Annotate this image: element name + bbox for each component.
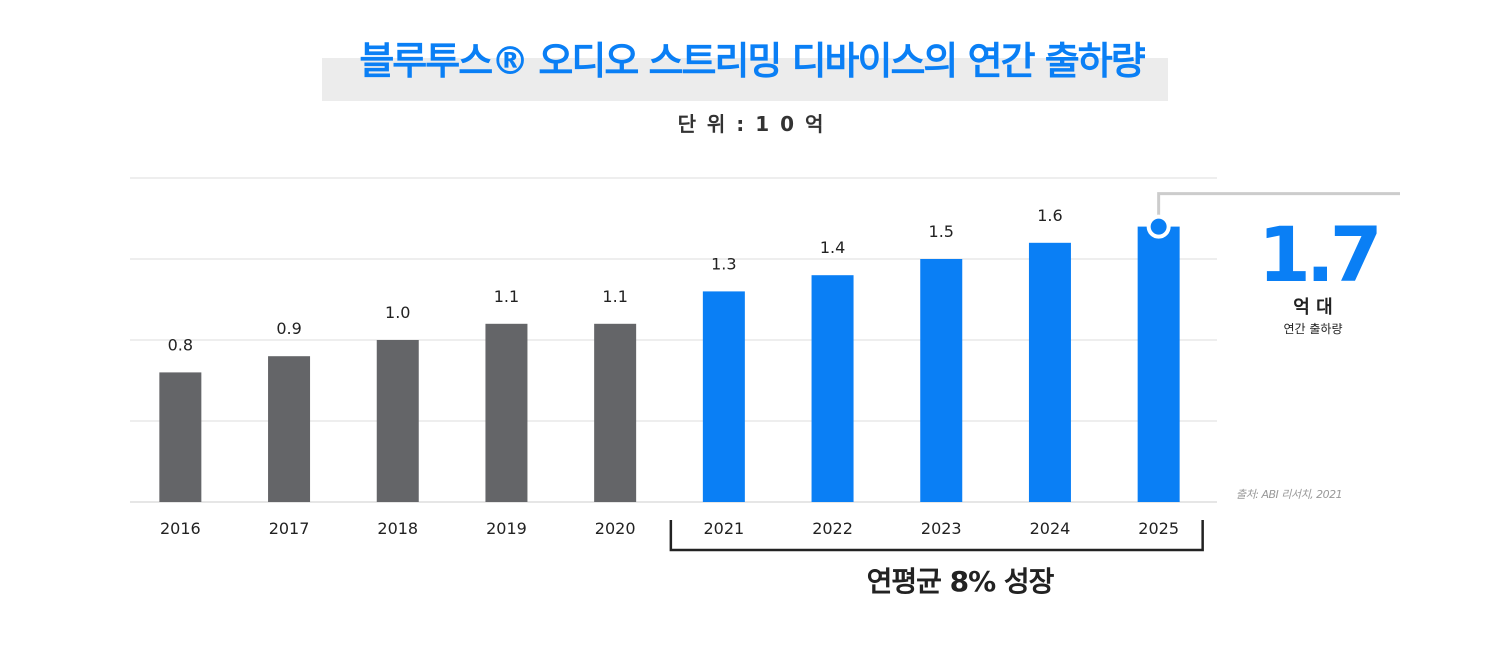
data-label: 1.6 <box>1037 206 1062 225</box>
bar <box>594 323 637 502</box>
data-label: 1.1 <box>602 287 627 306</box>
source-note: 출처: ABI 리서치, 2021 <box>1236 488 1343 501</box>
bar <box>159 372 202 502</box>
x-tick-label: 2022 <box>812 519 853 538</box>
data-label: 1.3 <box>711 254 736 273</box>
unit-label: 단 위 : 1 0 억 <box>677 112 826 136</box>
data-label: 1.5 <box>929 222 954 241</box>
x-tick-label: 2021 <box>703 519 744 538</box>
x-tick-label: 2024 <box>1030 519 1071 538</box>
highlight-marker <box>1146 214 1171 239</box>
x-tick-label: 2023 <box>921 519 962 538</box>
x-tick-label: 2016 <box>160 519 201 538</box>
bar <box>485 323 528 502</box>
highlight-value: 1.7 <box>1258 210 1383 299</box>
bar <box>1137 226 1180 502</box>
x-tick-label: 2017 <box>269 519 310 538</box>
x-tick-label: 2025 <box>1138 519 1179 538</box>
data-label: 1.4 <box>820 238 845 257</box>
x-tick-label: 2019 <box>486 519 527 538</box>
bar <box>811 275 854 502</box>
data-label: 1.1 <box>494 287 519 306</box>
chart-title: 블루투스® 오디오 스트리밍 디바이스의 연간 출하량 <box>359 39 1145 83</box>
bar <box>702 291 745 502</box>
bar <box>376 340 419 502</box>
title-highlight-band <box>322 58 1168 101</box>
bar <box>268 356 311 502</box>
highlight-description: 연간 출하량 <box>1283 322 1343 336</box>
data-label: 1.0 <box>385 303 410 322</box>
growth-bracket <box>669 520 1204 552</box>
highlight-connector <box>1157 192 1400 223</box>
bar <box>920 259 963 502</box>
bar <box>1028 242 1071 503</box>
growth-label: 연평균 8% 성장 <box>866 565 1055 598</box>
x-tick-label: 2020 <box>595 519 636 538</box>
data-label: 0.9 <box>276 319 301 338</box>
highlight-unit: 억 대 <box>1293 297 1333 318</box>
data-label: 0.8 <box>168 335 193 354</box>
x-tick-label: 2018 <box>377 519 418 538</box>
